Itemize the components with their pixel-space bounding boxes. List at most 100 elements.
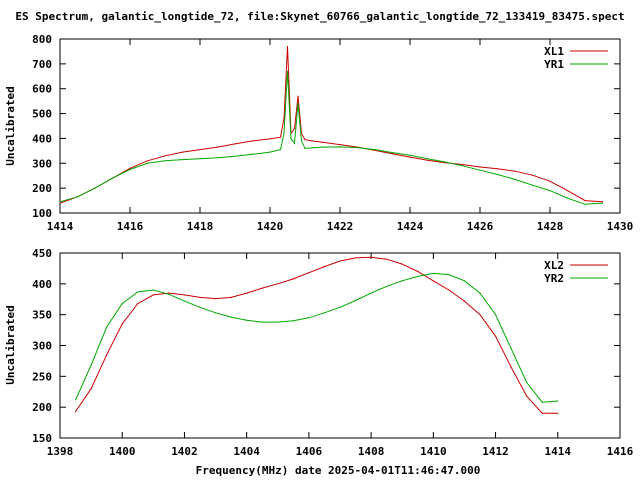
data-point-yr1 xyxy=(94,187,96,189)
data-point-yr1 xyxy=(584,203,586,205)
data-point-yr1 xyxy=(279,149,282,151)
data-point-yr2 xyxy=(370,292,372,294)
data-point-xl2 xyxy=(292,278,294,280)
data-point-xl1 xyxy=(283,117,285,120)
data-point-xl2 xyxy=(448,289,450,291)
data-point-xl1 xyxy=(304,139,306,141)
data-point-yr1 xyxy=(339,146,341,148)
data-point-xl1 xyxy=(409,156,411,158)
data-point-xl2 xyxy=(339,260,341,262)
data-point-xl2 xyxy=(261,287,263,289)
data-point-xl2 xyxy=(152,294,154,296)
data-point-yr1 xyxy=(374,149,376,151)
data-point-yr2 xyxy=(277,321,279,323)
data-point-xl1 xyxy=(279,136,282,138)
data-point-yr2 xyxy=(230,316,232,318)
data-point-yr1 xyxy=(566,197,569,199)
data-point-yr1 xyxy=(356,147,359,149)
data-point-xl2 xyxy=(183,294,186,296)
data-point-yr2 xyxy=(463,280,466,282)
data-point-xl1 xyxy=(601,201,604,203)
data-point-xl2 xyxy=(557,412,559,414)
data-point-yr2 xyxy=(448,273,450,276)
x-tick-label: 1420 xyxy=(257,220,284,233)
y-tick-label: 400 xyxy=(32,278,52,291)
data-point-yr2 xyxy=(74,399,77,401)
data-point-yr2 xyxy=(152,289,154,291)
data-point-yr1 xyxy=(283,132,285,135)
data-point-xl1 xyxy=(199,149,201,151)
data-point-yr1 xyxy=(479,169,481,171)
data-point-xl2 xyxy=(199,296,201,298)
data-point-yr2 xyxy=(386,285,388,287)
data-point-yr1 xyxy=(164,160,166,162)
data-point-xl2 xyxy=(90,388,92,390)
y-tick-label: 300 xyxy=(32,157,52,170)
data-point-xl2 xyxy=(106,354,108,356)
data-point-xl2 xyxy=(370,256,372,258)
series-line-yr1 xyxy=(59,71,603,205)
data-point-yr1 xyxy=(234,155,236,157)
data-point-xl2 xyxy=(541,412,543,414)
data-point-xl1 xyxy=(461,163,464,166)
data-point-yr2 xyxy=(168,293,170,295)
data-point-xl1 xyxy=(129,167,131,169)
x-tick-label: 1414 xyxy=(545,445,572,458)
x-tick-label: 1398 xyxy=(47,445,74,458)
data-point-xl1 xyxy=(311,140,313,142)
data-point-yr2 xyxy=(354,299,357,302)
data-point-xl2 xyxy=(526,395,528,397)
data-point-xl1 xyxy=(269,138,271,140)
data-point-xl1 xyxy=(426,159,429,161)
data-point-yr1 xyxy=(293,142,296,144)
x-tick-label: 1402 xyxy=(171,445,198,458)
data-point-xl2 xyxy=(214,298,217,300)
data-point-yr2 xyxy=(199,306,201,308)
data-point-yr1 xyxy=(251,153,254,155)
data-point-xl1 xyxy=(216,146,219,148)
data-point-xl1 xyxy=(251,140,254,142)
y-axis-label: Uncalibrated xyxy=(4,86,17,165)
data-point-xl2 xyxy=(308,272,310,274)
legend-label-xl1: XL1 xyxy=(544,45,564,58)
x-tick-label: 1416 xyxy=(607,445,634,458)
data-point-xl2 xyxy=(432,280,434,282)
data-point-xl1 xyxy=(496,168,499,170)
y-tick-label: 200 xyxy=(32,182,52,195)
chart-panel-1: 1414 1416 1418 1420 1422 1424 1426 1428 1430 100 2… xyxy=(4,33,633,233)
data-point-yr2 xyxy=(510,347,512,350)
data-point-yr1 xyxy=(59,201,61,203)
data-point-yr2 xyxy=(323,312,326,314)
data-point-yr2 xyxy=(246,319,248,321)
legend-label-xl2: XL2 xyxy=(544,259,564,272)
y-tick-label: 500 xyxy=(32,108,52,121)
data-point-xl2 xyxy=(354,257,357,259)
data-point-yr1 xyxy=(286,70,289,72)
data-point-xl2 xyxy=(401,263,403,265)
x-tick-label: 1426 xyxy=(467,220,494,233)
data-point-yr1 xyxy=(111,177,114,179)
data-point-yr1 xyxy=(311,147,313,149)
legend-label-yr1: YR1 xyxy=(544,58,564,71)
data-point-xl1 xyxy=(321,141,324,143)
y-tick-label: 450 xyxy=(32,247,52,260)
series-line-xl2 xyxy=(75,256,558,414)
data-point-xl2 xyxy=(479,314,481,316)
data-point-yr1 xyxy=(321,146,324,148)
data-point-yr2 xyxy=(183,300,186,302)
figure-title: ES Spectrum, galantic_longtide_72, file:… xyxy=(15,10,624,23)
x-tick-label: 1412 xyxy=(482,445,509,458)
data-point-xl2 xyxy=(74,410,77,413)
data-point-yr1 xyxy=(181,158,184,161)
data-point-yr1 xyxy=(146,162,149,164)
y-tick-label: 800 xyxy=(32,33,52,46)
data-point-yr2 xyxy=(214,312,217,314)
data-point-yr1 xyxy=(199,158,201,160)
data-point-yr1 xyxy=(290,137,292,140)
plot-frame xyxy=(59,38,621,214)
data-point-yr2 xyxy=(339,306,341,308)
data-point-yr2 xyxy=(137,291,139,293)
data-point-xl1 xyxy=(164,155,166,157)
data-point-xl2 xyxy=(246,292,248,294)
